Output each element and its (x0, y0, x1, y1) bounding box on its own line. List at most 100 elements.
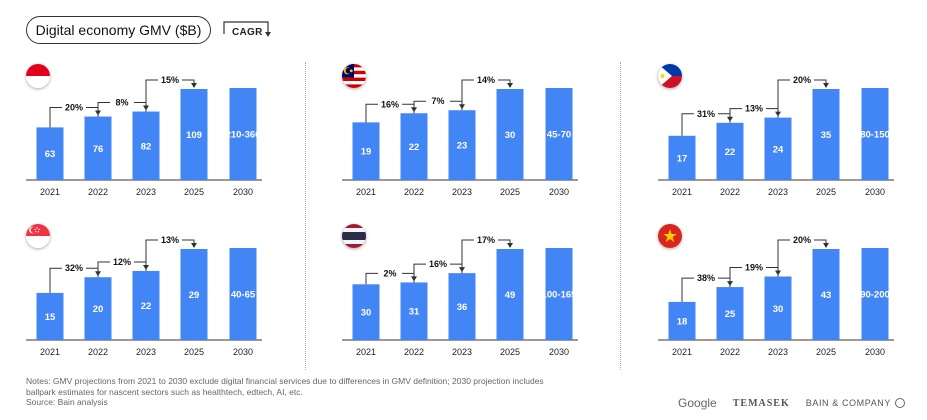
bar (668, 301, 696, 340)
cagr-arrowhead (191, 243, 197, 248)
bar-value-label: 35 (821, 130, 832, 141)
cagr-arrowhead (823, 83, 829, 88)
cagr-label: 20% (793, 75, 811, 85)
cagr-label: 16% (381, 99, 399, 109)
cagr-label-bg (158, 74, 182, 85)
x-tick-label: 2023 (136, 187, 156, 197)
cagr-label: 32% (65, 263, 83, 273)
bar-value-label: 40-65 (231, 290, 256, 301)
panel-philippines: 17 2021 22 2022 24 2023 35 2025 80-150 2030 31% 13%… (658, 64, 918, 214)
cagr-label: 20% (793, 235, 811, 245)
cagr-label: 31% (697, 109, 715, 119)
cagr-legend: CAGR (222, 20, 274, 42)
cagr-label-bg (474, 234, 498, 245)
bar (400, 282, 428, 340)
bar (132, 270, 160, 340)
cagr-arrowhead (507, 83, 513, 88)
x-tick-label: 2023 (452, 347, 472, 357)
cagr-label-bg (790, 234, 814, 245)
bar (448, 273, 476, 340)
thailand-flag-icon (342, 224, 366, 248)
bar (36, 292, 64, 340)
bar-value-label: 22 (141, 301, 152, 312)
cagr-label-bg (62, 262, 86, 274)
bar-value-label: 30 (773, 304, 784, 315)
bar (496, 89, 524, 180)
bar-value-label: 82 (141, 141, 152, 152)
x-tick-label: 2022 (404, 187, 424, 197)
bar (400, 113, 428, 180)
x-tick-label: 2021 (356, 187, 376, 197)
cagr-label: 15% (161, 75, 179, 85)
x-tick-label: 2022 (404, 347, 424, 357)
partner-logos: Google TEMASEK BAIN & COMPANY (678, 396, 905, 410)
bar (812, 249, 840, 340)
x-tick-label: 2023 (768, 187, 788, 197)
x-tick-label: 2025 (184, 187, 204, 197)
bar (229, 88, 257, 180)
cagr-label-bg (474, 74, 498, 85)
x-tick-label: 2030 (865, 347, 885, 357)
bar (84, 277, 112, 340)
cagr-label-bg (742, 102, 766, 114)
bar (668, 135, 696, 180)
cagr-arrowhead (823, 243, 829, 248)
bar-value-label: 23 (457, 141, 468, 152)
bar (764, 117, 792, 180)
bar (716, 122, 744, 180)
cagr-label: 20% (65, 103, 83, 113)
cagr-label: 17% (477, 235, 495, 245)
cagr-label-bg (110, 96, 134, 108)
x-tick-label: 2022 (720, 187, 740, 197)
bar (861, 88, 889, 180)
google-logo: Google (678, 396, 717, 410)
x-tick-label: 2030 (865, 187, 885, 197)
x-tick-label: 2025 (816, 187, 836, 197)
temasek-logo: TEMASEK (732, 397, 790, 409)
cagr-label: 16% (429, 259, 447, 269)
bar (545, 248, 573, 340)
cagr-label-bg (426, 95, 450, 107)
cagr-arrowhead (191, 83, 197, 88)
cagr-label: 2% (383, 268, 396, 278)
panel-thailand: 30 2021 31 2022 36 2023 49 2025 100-165 2030 2% 16%… (342, 224, 602, 374)
x-tick-label: 2023 (136, 347, 156, 357)
cagr-label: 14% (477, 75, 495, 85)
x-tick-label: 2030 (233, 187, 253, 197)
bar-value-label: 22 (409, 142, 420, 153)
cagr-label: 38% (697, 273, 715, 283)
panel-malaysia: 19 2021 22 2022 23 2023 30 2025 45-70 2030 16% 7% 14… (342, 64, 602, 214)
x-tick-label: 2025 (500, 187, 520, 197)
chart-malaysia: 19 2021 22 2022 23 2023 30 2025 45-70 2030 16% 7% 14… (342, 74, 578, 197)
bar-value-label: 31 (409, 307, 420, 318)
cagr-label-bg (158, 234, 182, 245)
x-tick-label: 2025 (500, 347, 520, 357)
bar-value-label: 63 (45, 149, 56, 160)
bar (716, 287, 744, 340)
x-tick-label: 2022 (88, 347, 108, 357)
bar-value-label: 43 (821, 290, 832, 301)
cagr-label-bg (378, 267, 402, 279)
bar (132, 111, 160, 180)
panel-indonesia: 63 2021 76 2022 82 2023 109 2025 210-360 2030 20% 8… (26, 64, 286, 214)
column-divider (620, 62, 621, 370)
bar (812, 89, 840, 180)
bar (861, 248, 889, 340)
notes-line-1: Notes: GMV projections from 2021 to 2030… (26, 376, 544, 386)
bar-value-label: 109 (186, 130, 202, 141)
x-tick-label: 2021 (672, 187, 692, 197)
cagr-label: 7% (431, 96, 444, 106)
bar (496, 249, 524, 340)
bain-mark-icon (895, 398, 905, 408)
indonesia-flag-icon (26, 64, 50, 88)
bar-value-label: 17 (677, 153, 688, 164)
x-tick-label: 2022 (88, 187, 108, 197)
cagr-arrowhead (507, 243, 513, 248)
bar (180, 249, 208, 340)
source-note: Source: Bain analysis (26, 397, 108, 407)
bar (352, 122, 380, 180)
notes-line-2: ballpark estimates for nascent sectors s… (26, 386, 303, 397)
x-tick-label: 2021 (40, 347, 60, 357)
cagr-label-bg (694, 272, 718, 284)
bar (764, 276, 792, 340)
